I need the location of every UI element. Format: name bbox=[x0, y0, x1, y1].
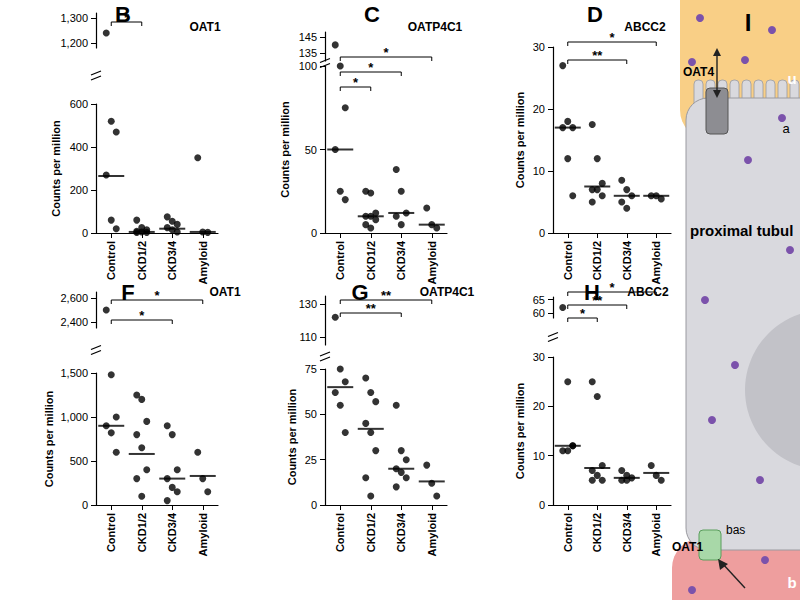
svg-text:CKD1/2: CKD1/2 bbox=[136, 513, 148, 552]
svg-text:50: 50 bbox=[305, 144, 317, 156]
svg-text:OATP4C1: OATP4C1 bbox=[420, 285, 475, 299]
svg-text:ABCC2: ABCC2 bbox=[624, 20, 666, 34]
svg-text:2,600: 2,600 bbox=[60, 292, 88, 304]
svg-text:200: 200 bbox=[70, 184, 88, 196]
svg-text:Amyloid: Amyloid bbox=[650, 513, 662, 556]
svg-text:0: 0 bbox=[82, 227, 88, 239]
svg-text:Counts per million: Counts per million bbox=[514, 91, 526, 188]
svg-text:OAT1: OAT1 bbox=[189, 20, 220, 34]
svg-text:110: 110 bbox=[299, 331, 317, 343]
svg-text:u: u bbox=[787, 70, 796, 87]
svg-text:CKD1/2: CKD1/2 bbox=[365, 513, 377, 552]
svg-text:0: 0 bbox=[311, 499, 317, 511]
svg-text:*: * bbox=[353, 75, 359, 90]
svg-text:G: G bbox=[351, 279, 369, 305]
svg-text:CKD3/4: CKD3/4 bbox=[395, 240, 407, 280]
svg-text:Counts per million: Counts per million bbox=[43, 390, 55, 487]
svg-text:130: 130 bbox=[299, 298, 317, 310]
svg-text:Amyloid: Amyloid bbox=[197, 241, 209, 284]
svg-text:**: ** bbox=[366, 301, 377, 316]
svg-text:**: ** bbox=[592, 293, 603, 308]
svg-text:50: 50 bbox=[305, 408, 317, 420]
svg-text:100: 100 bbox=[299, 60, 317, 72]
svg-text:OATP4C1: OATP4C1 bbox=[408, 20, 463, 34]
svg-text:OAT4: OAT4 bbox=[683, 65, 714, 79]
svg-text:2,400: 2,400 bbox=[60, 316, 88, 328]
svg-text:0: 0 bbox=[311, 227, 317, 239]
svg-text:65: 65 bbox=[533, 294, 545, 306]
svg-text:Control: Control bbox=[562, 241, 574, 280]
svg-text:*: * bbox=[368, 60, 374, 75]
svg-text:*: * bbox=[154, 288, 160, 303]
svg-text:20: 20 bbox=[533, 400, 545, 412]
svg-text:500: 500 bbox=[70, 455, 88, 467]
svg-text:CKD3/4: CKD3/4 bbox=[166, 512, 178, 552]
svg-text:I: I bbox=[745, 9, 752, 36]
svg-text:Control: Control bbox=[334, 513, 346, 552]
svg-text:*: * bbox=[609, 280, 615, 295]
svg-text:145: 145 bbox=[299, 31, 317, 43]
svg-text:Amyloid: Amyloid bbox=[426, 241, 438, 284]
svg-text:Counts per million: Counts per million bbox=[279, 101, 291, 198]
svg-text:CKD3/4: CKD3/4 bbox=[166, 240, 178, 280]
svg-text:1,000: 1,000 bbox=[60, 411, 88, 423]
svg-text:Control: Control bbox=[105, 513, 117, 552]
svg-text:CKD1/2: CKD1/2 bbox=[591, 513, 603, 552]
svg-text:10: 10 bbox=[533, 165, 545, 177]
svg-text:Amyloid: Amyloid bbox=[650, 241, 662, 284]
svg-text:Amyloid: Amyloid bbox=[197, 513, 209, 556]
svg-text:Counts per million: Counts per million bbox=[514, 382, 526, 479]
svg-text:1,500: 1,500 bbox=[60, 367, 88, 379]
svg-text:**: ** bbox=[592, 48, 603, 63]
svg-text:400: 400 bbox=[70, 141, 88, 153]
svg-text:CKD1/2: CKD1/2 bbox=[591, 241, 603, 280]
svg-text:30: 30 bbox=[533, 351, 545, 363]
svg-text:600: 600 bbox=[70, 98, 88, 110]
svg-text:*: * bbox=[383, 45, 389, 60]
svg-text:135: 135 bbox=[299, 47, 317, 59]
svg-text:25: 25 bbox=[305, 454, 317, 466]
svg-text:bas: bas bbox=[726, 523, 745, 537]
svg-text:CKD3/4: CKD3/4 bbox=[621, 512, 633, 552]
svg-text:CKD1/2: CKD1/2 bbox=[136, 241, 148, 280]
svg-text:20: 20 bbox=[533, 103, 545, 115]
svg-text:*: * bbox=[580, 306, 586, 321]
svg-text:CKD1/2: CKD1/2 bbox=[365, 241, 377, 280]
svg-text:0: 0 bbox=[539, 499, 545, 511]
svg-text:1,300: 1,300 bbox=[60, 12, 88, 24]
svg-text:b: b bbox=[787, 574, 796, 591]
svg-text:0: 0 bbox=[82, 499, 88, 511]
svg-text:75: 75 bbox=[305, 363, 317, 375]
svg-text:**: ** bbox=[381, 288, 392, 303]
svg-text:*: * bbox=[609, 30, 615, 45]
svg-text:B: B bbox=[115, 2, 131, 27]
svg-text:CKD3/4: CKD3/4 bbox=[621, 240, 633, 280]
svg-text:Control: Control bbox=[334, 241, 346, 280]
svg-text:CKD3/4: CKD3/4 bbox=[395, 512, 407, 552]
svg-text:a: a bbox=[782, 121, 790, 136]
svg-text:D: D bbox=[587, 2, 603, 27]
svg-text:Amyloid: Amyloid bbox=[426, 513, 438, 556]
svg-text:ABCC2: ABCC2 bbox=[627, 285, 669, 299]
svg-text:10: 10 bbox=[533, 450, 545, 462]
svg-text:Counts per million: Counts per million bbox=[50, 120, 62, 217]
svg-text:Counts per million: Counts per million bbox=[286, 388, 298, 485]
svg-text:proximal tubul: proximal tubul bbox=[690, 222, 793, 239]
svg-text:30: 30 bbox=[533, 41, 545, 53]
svg-text:OAT1: OAT1 bbox=[672, 540, 703, 554]
svg-text:C: C bbox=[364, 2, 380, 27]
svg-text:Control: Control bbox=[562, 513, 574, 552]
svg-text:F: F bbox=[121, 280, 134, 305]
svg-text:60: 60 bbox=[533, 307, 545, 319]
svg-text:*: * bbox=[139, 308, 145, 323]
svg-text:Control: Control bbox=[105, 241, 117, 280]
svg-text:0: 0 bbox=[539, 227, 545, 239]
svg-text:OAT1: OAT1 bbox=[209, 285, 240, 299]
svg-text:1,200: 1,200 bbox=[60, 37, 88, 49]
svg-text:*: * bbox=[124, 10, 130, 25]
